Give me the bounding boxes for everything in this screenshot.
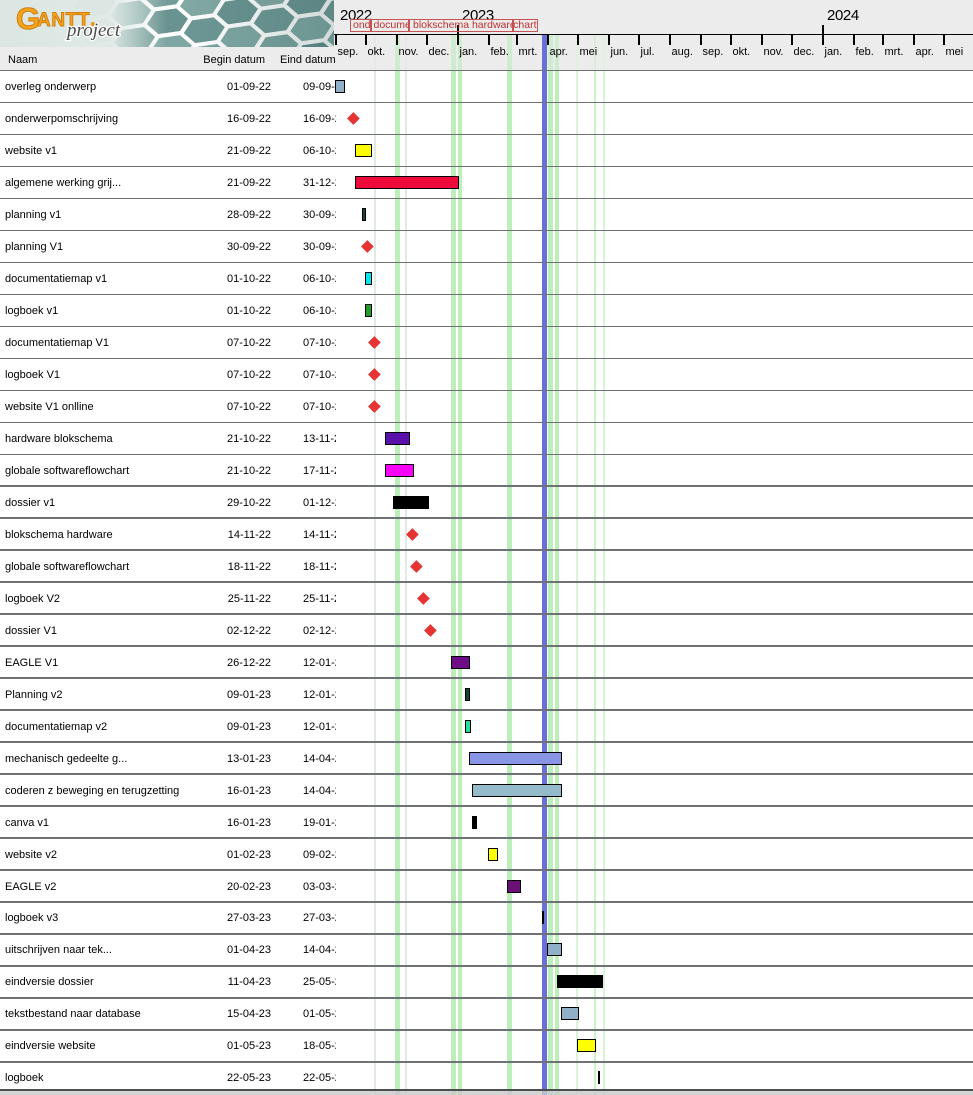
svg-text:ANTT: ANTT <box>37 10 90 31</box>
svg-text:G: G <box>16 1 40 36</box>
svg-text:project: project <box>65 20 121 41</box>
